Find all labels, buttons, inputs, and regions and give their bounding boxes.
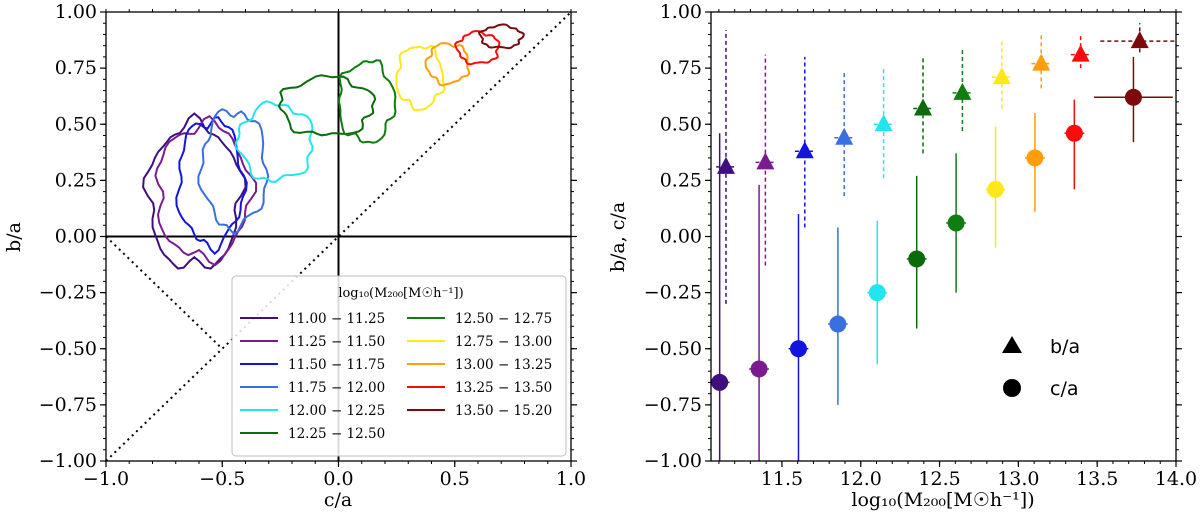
- right-y-tick-label: −0.50: [644, 338, 702, 360]
- left-y-tick-label: −1.00: [39, 450, 97, 472]
- left-x-tick-label: −0.5: [199, 468, 245, 490]
- left-legend: log₁₀(M₂₀₀[M☉h⁻¹]) 11.00 − 11.25 11.25 − …: [231, 275, 567, 457]
- legend-label: 12.00 − 12.25: [288, 403, 385, 419]
- left-x-tick-label: −1.0: [83, 468, 129, 490]
- left-contour-panel: −1.0 −0.5 0.0 0.5 1.0 −1.00 −0.75 −0.50 −0.25 0.0…: [3, 1, 586, 511]
- right-y-tick-label: −0.25: [644, 282, 702, 304]
- b-over-a-point: [1032, 53, 1051, 71]
- b-over-a-point: [756, 152, 775, 170]
- contour-11-25-11-50: [154, 114, 258, 267]
- contour-13-50-15-20: [477, 23, 525, 50]
- b-over-a-point: [1130, 31, 1149, 49]
- legend-label: 13.25 − 13.50: [455, 380, 552, 396]
- legend-label: 11.75 − 12.00: [288, 380, 385, 396]
- left-legend-box: [231, 275, 567, 457]
- right-plot-frame: [710, 11, 1177, 462]
- left-y-axis-label: b/a: [3, 222, 25, 252]
- left-y-tick-label: 0.25: [55, 169, 97, 191]
- legend-label: 12.50 − 12.75: [455, 311, 552, 327]
- b-over-a-point: [795, 141, 814, 159]
- left-legend-title: log₁₀(M₂₀₀[M☉h⁻¹]): [338, 286, 463, 301]
- right-y-tick-label: −1.00: [644, 450, 702, 472]
- b-over-a-point: [1071, 44, 1090, 62]
- c-over-a-point: [1124, 88, 1142, 106]
- legend-b-over-a-label: b/a: [1050, 336, 1080, 358]
- contour-12-25-12-50: [277, 74, 377, 137]
- left-y-tick-label: 0.00: [55, 226, 97, 248]
- right-y-tick-label: 1.00: [660, 1, 702, 23]
- left-y-tick-label: −0.25: [39, 282, 97, 304]
- c-over-a-point: [1065, 124, 1083, 142]
- legend-circle-marker: [1003, 379, 1021, 397]
- right-x-tick-label: 13.5: [1076, 468, 1118, 490]
- right-y-tick-label: 0.50: [660, 113, 702, 135]
- c-over-a-point: [987, 180, 1005, 198]
- left-y-tick-label: −0.75: [39, 394, 97, 416]
- c-over-a-point: [908, 250, 926, 268]
- right-x-tick-label: 12.0: [840, 468, 882, 490]
- left-y-tick-label: 0.50: [55, 113, 97, 135]
- b-over-a-point: [874, 114, 893, 132]
- right-legend: b/a c/a: [1002, 336, 1080, 400]
- right-x-tick-label: 11.5: [761, 468, 803, 490]
- left-x-axis-label: c/a: [324, 489, 352, 511]
- contour-12-50-12-75: [337, 59, 397, 144]
- right-y-tick-label: 0.00: [660, 226, 702, 248]
- legend-c-over-a-label: c/a: [1050, 378, 1079, 400]
- left-x-tick-label: 0.0: [323, 468, 353, 490]
- right-y-axis-label: b/a, c/a: [607, 202, 629, 272]
- contour-12-75-13-00: [395, 44, 446, 112]
- right-y-tick-label: −0.75: [644, 394, 702, 416]
- right-y-tick-label: 0.25: [660, 169, 702, 191]
- contour-13-00-13-25: [424, 42, 471, 87]
- right-x-tick-label: 14.0: [1155, 468, 1197, 490]
- c-over-a-point: [1026, 149, 1044, 167]
- legend-label: 11.50 − 11.75: [288, 357, 385, 373]
- left-y-tick-label: 1.00: [55, 1, 97, 23]
- right-y-tick-label: 0.75: [660, 57, 702, 79]
- contour-12-00-12-25: [234, 100, 314, 183]
- c-over-a-point: [750, 360, 768, 378]
- c-over-a-point: [868, 284, 886, 302]
- c-over-a-point: [789, 340, 807, 358]
- b-over-a-point: [716, 156, 735, 174]
- right-x-tick-label: 12.5: [918, 468, 960, 490]
- contour-13-25-13-50: [454, 30, 501, 66]
- right-x-tick-label: 13.0: [997, 468, 1039, 490]
- b-over-a-point: [953, 82, 972, 100]
- c-over-a-point: [947, 214, 965, 232]
- c-over-a-point: [711, 373, 729, 391]
- left-y-tick-label: −0.50: [39, 338, 97, 360]
- left-plot-frame: [105, 11, 572, 462]
- left-x-tick-label: 0.5: [440, 468, 470, 490]
- contour-11-50-11-75: [175, 116, 248, 255]
- legend-label: 12.75 − 13.00: [455, 334, 552, 350]
- legend-triangle-marker: [1002, 336, 1022, 353]
- left-y-tick-label: 0.75: [55, 57, 97, 79]
- legend-label: 12.25 − 12.50: [288, 426, 385, 442]
- right-x-axis-label: log₁₀(M₂₀₀[M☉h⁻¹]): [851, 489, 1034, 511]
- legend-label: 11.00 − 11.25: [288, 311, 385, 327]
- legend-label: 13.00 − 13.25: [455, 357, 552, 373]
- b-over-a-point: [835, 127, 854, 145]
- right-errorbar-panel: 11.5 12.0 12.5 13.0 13.5 14.0 −1.00 −0.75 −0.50 −…: [607, 1, 1197, 511]
- legend-label: 13.50 − 15.20: [455, 403, 552, 419]
- b-over-a-point: [992, 67, 1011, 85]
- c-over-a-point: [829, 315, 847, 333]
- left-x-tick-label: 1.0: [556, 468, 586, 490]
- legend-label: 11.25 − 11.50: [288, 334, 385, 350]
- b-over-a-point: [914, 98, 933, 116]
- contour-11-00-11-25: [142, 112, 247, 270]
